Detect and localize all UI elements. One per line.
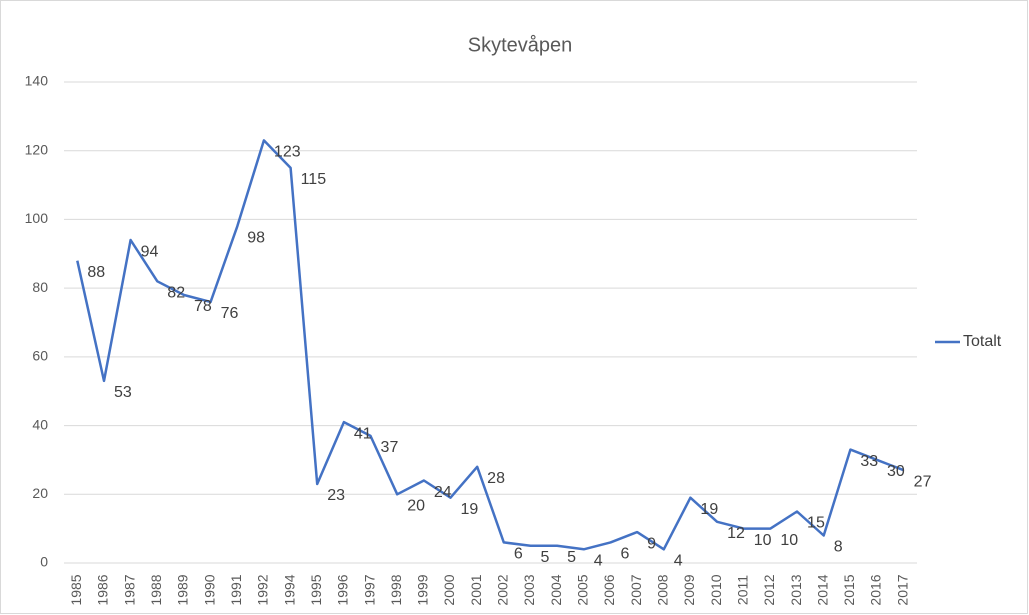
x-tick-label: 1990 — [201, 574, 217, 605]
data-label: 19 — [700, 501, 718, 518]
x-tick-label: 2003 — [521, 574, 537, 605]
x-tick-label: 2000 — [441, 574, 457, 605]
x-tick-label: 2009 — [681, 574, 697, 605]
data-label: 15 — [807, 515, 825, 532]
x-tick-label: 2011 — [734, 575, 750, 605]
x-tick-label: 1987 — [121, 574, 137, 605]
x-tick-label: 1996 — [335, 574, 351, 605]
data-label: 37 — [381, 439, 399, 456]
y-tick-label: 140 — [25, 73, 49, 89]
data-label: 10 — [754, 532, 772, 549]
y-tick-label: 100 — [25, 210, 49, 226]
data-label: 6 — [514, 546, 523, 563]
x-tick-label: 1991 — [228, 574, 244, 605]
data-label: 115 — [301, 171, 327, 188]
data-label: 6 — [620, 546, 629, 563]
data-label: 10 — [780, 532, 798, 549]
data-label: 23 — [327, 487, 345, 504]
x-tick-label: 1997 — [361, 574, 377, 605]
data-label: 5 — [540, 549, 549, 566]
data-label: 53 — [114, 384, 132, 401]
data-label: 123 — [274, 144, 301, 161]
x-tick-label: 1992 — [255, 574, 271, 605]
data-label: 88 — [87, 264, 105, 281]
y-tick-label: 20 — [32, 485, 48, 501]
x-tick-label: 1989 — [175, 574, 191, 605]
data-label: 41 — [354, 425, 372, 442]
data-label: 98 — [247, 230, 265, 247]
data-label: 94 — [141, 243, 159, 260]
x-tick-label: 2007 — [628, 574, 644, 605]
x-tick-label: 2006 — [601, 574, 617, 605]
data-label: 8 — [834, 539, 843, 556]
x-tick-label: 2001 — [468, 574, 484, 605]
data-label: 78 — [194, 298, 212, 315]
data-label: 82 — [167, 284, 185, 301]
data-label: 12 — [727, 525, 745, 542]
data-label: 30 — [887, 463, 905, 480]
x-tick-label: 2004 — [548, 574, 564, 605]
x-tick-label: 2016 — [868, 574, 884, 605]
x-tick-label: 1995 — [308, 574, 324, 605]
data-label: 24 — [434, 484, 452, 501]
legend-label: Totalt — [963, 333, 1002, 350]
x-tick-label: 2002 — [495, 574, 511, 605]
data-label: 9 — [647, 535, 656, 552]
data-line — [76, 139, 905, 551]
y-tick-label: 80 — [32, 279, 48, 295]
y-tick-label: 120 — [25, 141, 49, 157]
chart-title: Skytevåpen — [468, 34, 573, 56]
x-tick-label: 2008 — [654, 574, 670, 605]
x-tick-label: 1998 — [388, 574, 404, 605]
x-tick-label: 2012 — [761, 574, 777, 605]
x-tick-label: 2014 — [814, 574, 830, 605]
x-tick-label: 2005 — [575, 574, 591, 605]
data-label: 5 — [567, 549, 576, 566]
data-label: 76 — [221, 305, 239, 322]
y-tick-label: 60 — [32, 348, 48, 364]
x-tick-label: 1985 — [68, 574, 84, 605]
y-tick-label: 0 — [40, 554, 48, 570]
data-label: 28 — [487, 470, 505, 487]
data-label: 4 — [674, 552, 683, 569]
data-label: 27 — [914, 473, 932, 490]
x-tick-label: 1988 — [148, 574, 164, 605]
x-tick-label: 2013 — [788, 574, 804, 605]
x-tick-label: 2017 — [894, 574, 910, 605]
data-label: 33 — [860, 453, 878, 470]
y-tick-label: 40 — [32, 416, 48, 432]
data-label: 20 — [407, 498, 425, 515]
data-label: 19 — [461, 501, 479, 518]
x-tick-label: 2015 — [841, 574, 857, 605]
x-tick-label: 1999 — [415, 574, 431, 605]
x-tick-label: 1994 — [281, 574, 297, 605]
x-tick-label: 2010 — [708, 574, 724, 605]
x-tick-label: 1986 — [95, 574, 111, 605]
data-label: 4 — [594, 552, 603, 569]
